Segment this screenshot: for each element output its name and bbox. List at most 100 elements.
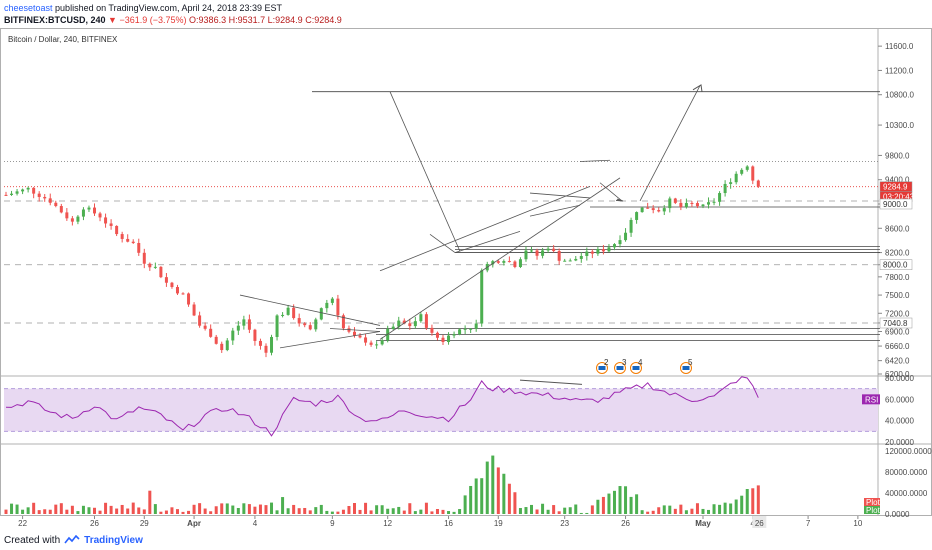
candle-body [530,250,534,252]
chart-frame [0,28,932,516]
candle-body [369,342,373,345]
volume-bar [142,509,146,514]
trend-line [379,186,591,272]
candle-body [585,251,589,256]
volume-bar [601,496,605,514]
volume-bar [319,504,323,514]
candle-body [718,193,722,202]
candle-body [330,298,334,303]
candle-body [297,318,301,324]
candle-body [596,249,600,254]
volume-tick-label: 0.0000 [885,510,910,519]
volume-bar [37,510,41,514]
volume-bar [574,504,578,514]
candle-body [48,198,52,203]
candle-body [690,202,694,204]
projection-down-arrow [599,182,623,202]
candle-body [87,207,91,210]
volume-bar [59,503,63,514]
candle-body [70,218,74,222]
event-count: 4 [638,358,643,367]
volume-bar [518,508,522,514]
trend-line [429,234,456,253]
candle-body [325,302,329,309]
candle-body [336,298,340,316]
time-tick-label: 7 [806,519,811,528]
volume-bar [662,505,666,514]
volume-bar [247,504,251,514]
candle-body [115,225,119,235]
candle-body [557,251,561,261]
candle-body [684,202,688,208]
volume-bar [629,496,633,514]
candle-body [707,202,711,205]
candle-body [65,212,69,219]
volume-bar [87,507,91,514]
volume-bar [413,511,417,514]
candles [4,165,760,358]
time-tick-label: 29 [140,519,149,528]
candle-body [358,335,362,338]
volume-bar [524,507,528,514]
trend-annotations [239,84,703,349]
trend-line [529,192,591,199]
candle-body [402,320,406,324]
ohlc-high: H:9531.7 [228,15,266,25]
time-tick-label: 26 [621,519,630,528]
volume-bar [26,507,30,514]
volume-bars [4,455,760,514]
footer: Created with TradingView [4,532,143,548]
ohlc-low: L:9284.9 [267,15,303,25]
volume-bar [596,499,600,514]
rsi-value-badge [862,394,880,405]
volume-tick-label: 80000.0000 [885,468,928,477]
candle-body [198,315,202,326]
volume-bar [491,455,495,514]
candle-body [496,261,500,263]
candle-body [463,328,467,330]
volume-bar [225,503,229,514]
candle-body [424,314,428,328]
candle-body [153,266,157,268]
volume-bar [253,506,257,514]
volume-axis: 120000.0000 80000.0000 40000.0000 0.0000 Plo… [864,447,932,519]
time-tick-label: Apr [187,519,201,528]
volume-bar [70,505,74,514]
candle-body [231,330,235,341]
candle-body [131,241,135,243]
volume-bar [474,478,478,514]
symbol-label: BITFINEX:BTCUSD, 240 [4,15,106,25]
volume-bar [607,493,611,514]
candle-body [170,282,174,288]
volume-bar [552,505,556,514]
tradingview-brand[interactable]: TradingView [84,534,143,546]
price-tick-label: 10300.0 [885,121,914,130]
price-tick-label: 6660.0 [885,342,910,351]
rsi-tick-label: 60.0000 [885,395,914,404]
volume-bar [164,510,168,514]
candle-body [491,261,495,265]
volume-bar [303,507,307,514]
time-tick-label: 22 [18,519,27,528]
author-link[interactable]: cheesetoast [4,3,53,13]
volume-bar [391,508,395,514]
level-price-label-box [879,259,913,270]
candle-body [364,337,368,343]
volume-bar [242,503,246,514]
volume-bar [330,511,334,514]
candle-body [37,193,41,197]
chart-canvas[interactable]: Bitcoin / Dollar, 240, BITFINEX11600.011… [0,28,932,532]
level-price-label: 9000.0 [883,200,908,209]
candle-body [214,336,218,344]
candle-body [458,329,462,335]
volume-bar [54,504,58,514]
rsi-line [5,376,759,437]
arrow-head-icon [615,198,624,202]
candle-body [452,334,456,336]
candle-body [258,340,262,346]
trend-line [279,331,381,349]
candle-body [32,187,36,194]
volume-bar [480,478,484,514]
event-flags: 2 3 4 5 [596,358,693,374]
volume-bar [441,509,445,514]
